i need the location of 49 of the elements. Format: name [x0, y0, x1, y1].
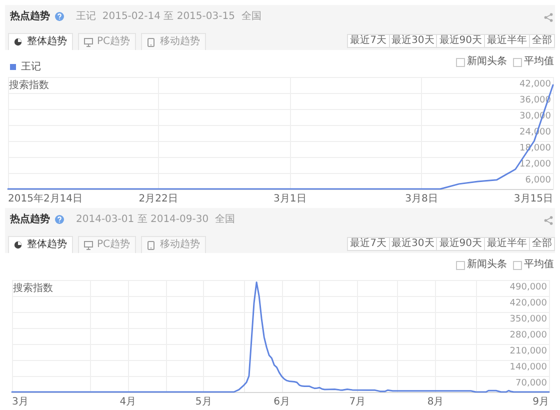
- x-tick-label: 4月: [120, 396, 136, 408]
- x-tick-label: 6月: [274, 396, 290, 408]
- text: 全部: [529, 34, 555, 48]
- text: 移动趋势: [160, 238, 200, 252]
- y-axis-title: 搜索指数: [9, 80, 49, 92]
- chart-title: 热点趋势: [10, 214, 50, 226]
- y-tick-label: 140,000: [510, 362, 548, 372]
- x-tick-label: 3月8日: [405, 194, 438, 204]
- text: 最近半年: [484, 34, 530, 48]
- x-tick-label: 3月1日: [274, 194, 306, 204]
- legend-label: 王记: [21, 60, 41, 72]
- text: PC趋势: [97, 34, 130, 49]
- y-tick-label: 6,000: [525, 176, 552, 186]
- text: 新闻头条: [467, 259, 507, 271]
- x-tick-label: 9月: [532, 396, 549, 408]
- x-tick-label: 3月15日: [514, 194, 553, 204]
- text: 最近30天: [388, 237, 438, 251]
- y-tick-label: 280,000: [510, 330, 548, 340]
- text: 最近30天: [388, 34, 438, 48]
- text: 移动趋势: [160, 34, 200, 49]
- y-tick-label: 12,000: [520, 160, 552, 170]
- x-tick-label: 3月: [12, 396, 28, 408]
- x-tick-label: 5月: [195, 396, 212, 408]
- y-tick-label: 420,000: [510, 298, 548, 308]
- text: 平均值: [524, 259, 554, 271]
- text: 整体趋势: [27, 34, 67, 49]
- y-tick-label: 42,000: [520, 80, 552, 90]
- text: 新闻头条: [467, 56, 507, 68]
- y-axis-title: 搜索指数: [13, 283, 53, 295]
- chart-title: 热点趋势: [10, 11, 50, 23]
- y-tick-label: 210,000: [510, 346, 548, 356]
- chart-subtitle: 王记 2015-02-14 至 2015-03-15 全国: [76, 11, 262, 23]
- y-tick-label: 70,000: [516, 378, 548, 388]
- text: 平均值: [524, 56, 554, 68]
- chart-subtitle: 2014-03-01 至 2014-09-30 全国: [76, 214, 235, 226]
- x-tick-label: 8月: [427, 396, 444, 408]
- text: 最近7天: [347, 237, 390, 251]
- x-tick-label: 2月22日: [138, 194, 178, 204]
- x-tick-label: 7月: [349, 396, 366, 408]
- text: PC趋势: [97, 238, 130, 252]
- text: 最近90天: [436, 34, 485, 48]
- x-tick-label: 2015年2月14日: [8, 192, 83, 204]
- y-tick-label: 350,000: [510, 314, 548, 324]
- y-tick-label: 490,000: [510, 282, 548, 292]
- text: 最近半年: [484, 237, 530, 251]
- text: 最近7天: [347, 34, 390, 48]
- text: 整体趋势: [27, 238, 67, 252]
- text: 全部: [529, 237, 555, 251]
- text: 最近90天: [436, 237, 485, 251]
